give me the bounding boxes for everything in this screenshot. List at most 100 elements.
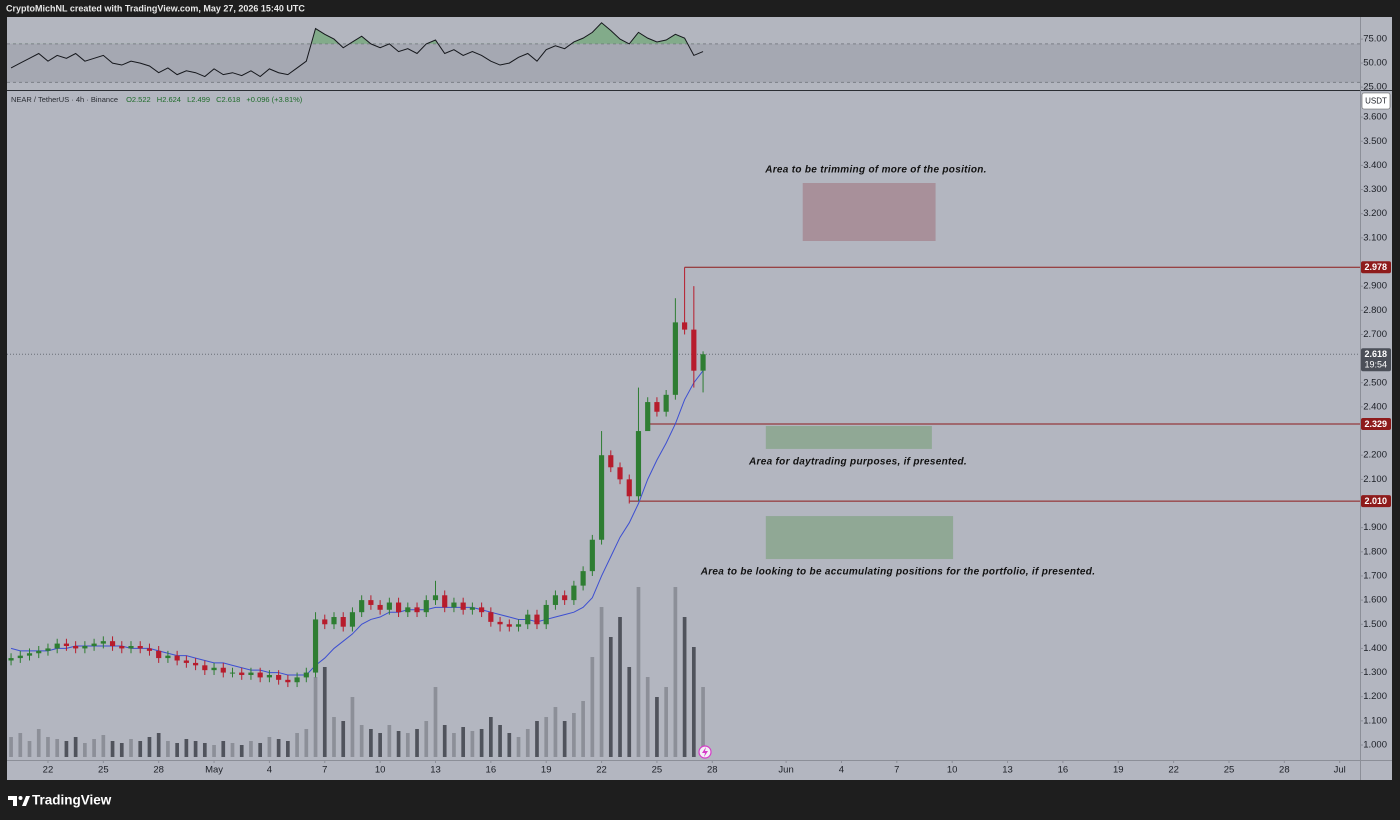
- rsi-tick-label: 50.00: [1363, 58, 1387, 69]
- y-tick-label: 1.200: [1363, 691, 1387, 702]
- level-label-box: [1361, 261, 1391, 274]
- candle-body: [303, 672, 309, 678]
- candle-body: [45, 648, 51, 651]
- candle-body: [220, 667, 226, 673]
- y-tick-label: 1.700: [1363, 570, 1387, 581]
- volume-bar: [673, 587, 678, 757]
- volume-bar: [645, 677, 650, 757]
- volume-bar: [110, 741, 115, 757]
- volume: [9, 587, 705, 757]
- zones: [765, 183, 954, 560]
- candle-body: [276, 674, 282, 680]
- volume-bar: [433, 687, 438, 757]
- volume-bar: [193, 741, 198, 757]
- candle-body: [26, 653, 33, 656]
- y-tick-label: 1.800: [1363, 546, 1387, 557]
- x-tick-label: 7: [894, 765, 899, 776]
- candles: [8, 267, 706, 688]
- level-label: 2.329: [1364, 419, 1387, 429]
- volume-bar: [55, 739, 60, 757]
- candle-body: [165, 655, 171, 659]
- candle-body: [423, 600, 429, 613]
- volume-bar: [553, 707, 558, 757]
- volume-bar: [664, 687, 668, 757]
- x-tick-label: 4: [839, 765, 844, 776]
- candle-body: [663, 394, 669, 412]
- volume-bar: [369, 729, 373, 757]
- candle-body: [635, 431, 642, 497]
- volume-bar: [64, 741, 69, 757]
- annotations: Area to be trimming of more of the posit…: [700, 165, 1095, 578]
- volume-bar: [452, 733, 456, 757]
- volume-bar: [212, 745, 216, 757]
- candle-body: [174, 655, 180, 661]
- volume-bar: [691, 647, 696, 757]
- candle-body: [8, 658, 14, 661]
- candle-body: [543, 604, 549, 625]
- candle-body: [460, 602, 466, 610]
- volume-bar: [627, 667, 632, 757]
- candle-body: [682, 322, 688, 330]
- x-tick-label: 22: [43, 765, 54, 776]
- x-tick-label: 22: [1168, 765, 1179, 776]
- candle-body: [257, 672, 263, 678]
- candle-body: [109, 641, 116, 647]
- volume-bar: [470, 731, 475, 757]
- volume-bar: [350, 697, 355, 757]
- candle-body: [617, 467, 623, 480]
- volume-bar: [129, 739, 133, 757]
- rsi-line: [10, 22, 704, 78]
- logo: TradingView: [8, 793, 112, 808]
- volume-bar: [424, 721, 429, 757]
- volume-bar: [599, 607, 604, 757]
- candle-body: [691, 329, 697, 371]
- x-tick-label: 25: [652, 765, 663, 776]
- candle-body: [488, 612, 494, 622]
- currency-box[interactable]: [1361, 92, 1391, 110]
- volume-bar: [73, 737, 78, 757]
- candle-body: [239, 672, 245, 675]
- candle-body: [156, 650, 162, 659]
- volume-bar: [332, 717, 336, 757]
- candle-body: [91, 643, 97, 647]
- candle-body: [312, 619, 319, 673]
- level-label: 2.010: [1364, 496, 1387, 506]
- candle-body: [395, 602, 402, 613]
- x-tick-label: Jun: [778, 765, 793, 776]
- y-tick-label: 3.300: [1363, 184, 1387, 195]
- volume-bar: [655, 697, 659, 757]
- legend-close: C2.618: [216, 95, 240, 104]
- y-tick-label: 2.700: [1363, 329, 1387, 340]
- volume-bar: [249, 741, 253, 757]
- candle-body: [645, 402, 651, 432]
- candle-body: [598, 455, 605, 540]
- volume-bar: [442, 725, 447, 757]
- volume-bar: [101, 735, 106, 757]
- volume-bar: [359, 725, 364, 757]
- volume-bar: [387, 725, 392, 757]
- moving-average: [10, 370, 704, 676]
- volume-bar: [535, 721, 539, 757]
- volume-bar: [83, 743, 87, 757]
- candle-body: [368, 600, 374, 605]
- volume-bar: [701, 687, 705, 757]
- candle-body: [506, 624, 512, 627]
- candle-body: [377, 604, 383, 610]
- legend-high: H2.624: [157, 95, 181, 104]
- volume-bar: [147, 737, 152, 757]
- volume-bar: [36, 729, 41, 757]
- event-icon-bolt: [702, 747, 708, 757]
- volume-bar: [396, 731, 401, 757]
- candle-body: [700, 354, 706, 371]
- y-tick-label: 1.600: [1363, 595, 1387, 606]
- y-tick-label: 3.500: [1363, 136, 1387, 147]
- volume-bar: [202, 743, 207, 757]
- candle-body: [17, 655, 23, 659]
- volume-bar: [682, 617, 687, 757]
- candle-body: [580, 571, 586, 586]
- x-tick-label: 7: [322, 765, 327, 776]
- volume-bar: [498, 725, 502, 757]
- x-tick-label: 16: [1058, 765, 1069, 776]
- candle-body: [349, 612, 356, 627]
